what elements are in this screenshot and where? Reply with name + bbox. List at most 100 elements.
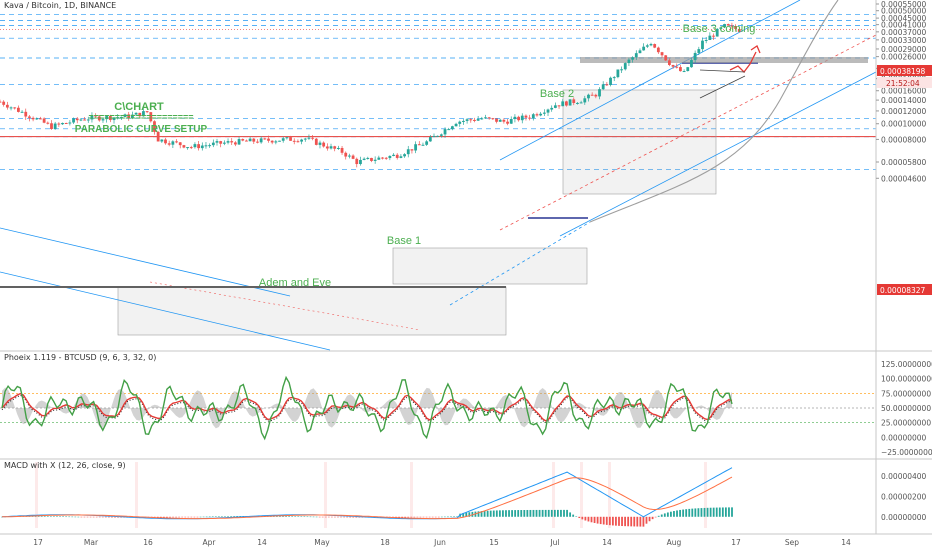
price-tick-label: 0.00010000 xyxy=(881,120,927,129)
macd-hist-bar xyxy=(663,513,666,517)
box-base-1 xyxy=(392,247,588,285)
candle-body xyxy=(39,118,42,120)
macd-hist-bar xyxy=(318,516,321,518)
candle-body xyxy=(142,111,145,117)
candle-body xyxy=(421,144,425,146)
candle-body xyxy=(517,116,520,121)
candle-body xyxy=(296,141,300,143)
macd-hist-bar xyxy=(642,516,645,527)
macd-hist-bar xyxy=(40,516,43,517)
price-tick-label: 0.00005800 xyxy=(881,158,927,167)
macd-hist-bar xyxy=(275,516,278,517)
candle-body xyxy=(197,144,201,149)
macd-highlight xyxy=(324,462,327,528)
candle-body xyxy=(138,112,142,117)
macd-hist-bar xyxy=(46,516,49,517)
current-price-label: 0.00038198 21:52:04 xyxy=(877,65,932,88)
candle-body xyxy=(300,139,303,142)
macd-hist-bar xyxy=(56,516,58,517)
macd-hist-bar xyxy=(721,507,724,517)
candle-body xyxy=(355,158,359,165)
candle-body xyxy=(583,98,587,103)
macd-hist-bar xyxy=(214,516,217,517)
candle-body xyxy=(458,121,462,124)
candle-body xyxy=(631,57,635,60)
macd-hist-bar xyxy=(279,516,281,517)
candle-body xyxy=(399,156,403,158)
candle-body xyxy=(101,119,105,121)
macd-hist-bar xyxy=(101,516,104,518)
time-tick-label: 17 xyxy=(33,538,43,547)
candle-body xyxy=(75,118,79,121)
current-price-value: 0.00038198 xyxy=(880,67,926,76)
candle-body xyxy=(715,28,719,37)
macd-hist-bar xyxy=(224,516,226,517)
candle-body xyxy=(598,89,601,97)
macd-hist-bar xyxy=(217,516,220,517)
macd-hist-bar xyxy=(553,509,556,517)
candle-body xyxy=(270,140,274,143)
candle-body xyxy=(671,64,675,67)
phoenix-red-line xyxy=(1,392,733,422)
macd-hist-bar xyxy=(480,511,483,517)
annotation-base2: Base 2 xyxy=(540,88,574,100)
candle-body xyxy=(359,159,362,165)
countdown-value: 21:52:04 xyxy=(886,79,920,88)
candle-body xyxy=(667,60,671,65)
candle-body xyxy=(79,119,83,121)
candle-body xyxy=(656,47,660,53)
macd-hist-bar xyxy=(98,516,101,518)
candle-body xyxy=(609,77,612,85)
macd-hist-bar xyxy=(312,516,315,518)
candle-body xyxy=(528,117,532,119)
candle-body xyxy=(524,115,528,118)
annotation-chart-title: C\CHART xyxy=(114,101,164,113)
macd-hist-bar xyxy=(398,516,400,518)
annotations: C\CHART ==================== PARABOLIC C… xyxy=(75,23,756,289)
candle-body xyxy=(535,114,539,116)
candle-body xyxy=(616,69,620,78)
macd-hist-bar xyxy=(80,516,83,518)
candle-body xyxy=(447,129,451,131)
macd-hist-bar xyxy=(330,516,333,518)
candle-body xyxy=(498,119,502,122)
candle-body xyxy=(329,146,333,149)
candle-body xyxy=(388,155,392,159)
candle-body xyxy=(653,44,657,48)
macd-hist-bar xyxy=(187,516,190,518)
candle-body xyxy=(175,141,178,143)
macd-hist-bar xyxy=(443,516,446,518)
candle-body xyxy=(318,142,322,145)
candle-body xyxy=(219,141,223,144)
macd-title: MACD with X (12, 26, close, 9) xyxy=(4,461,126,470)
candle-body xyxy=(572,99,576,103)
macd-hist-bar xyxy=(172,516,174,518)
uptrend-channel-upper xyxy=(499,0,801,161)
candle-body xyxy=(417,144,421,146)
candle-body xyxy=(256,141,259,143)
macd-hist-bar xyxy=(465,512,468,517)
symbol-title: Kava / Bitcoin, 1D, BINANCE xyxy=(4,1,117,10)
macd-hist-bar xyxy=(502,510,504,517)
macd-hist-bar xyxy=(627,516,630,527)
candle-body xyxy=(50,123,53,130)
candle-body xyxy=(730,25,734,27)
time-tick-label: 16 xyxy=(143,538,153,547)
macd-hist-bar xyxy=(581,516,584,520)
candle-body xyxy=(612,77,616,79)
macd-hist-bar xyxy=(636,516,639,527)
candle-body xyxy=(252,138,256,142)
candle-body xyxy=(53,123,57,130)
phoenix-green-line xyxy=(1,375,733,441)
phoenix-tick-label: 75.00000000 xyxy=(881,389,931,398)
macd-hist-bar xyxy=(83,516,86,518)
candle-body xyxy=(61,122,64,125)
candle-body xyxy=(348,155,351,157)
macd-hist-bar xyxy=(456,516,459,517)
annotation-base3: Base 3 coming xyxy=(683,23,756,35)
candle-body xyxy=(83,119,86,121)
candle-body xyxy=(292,140,296,142)
macd-hist-bar xyxy=(227,516,229,517)
candle-body xyxy=(642,46,646,51)
